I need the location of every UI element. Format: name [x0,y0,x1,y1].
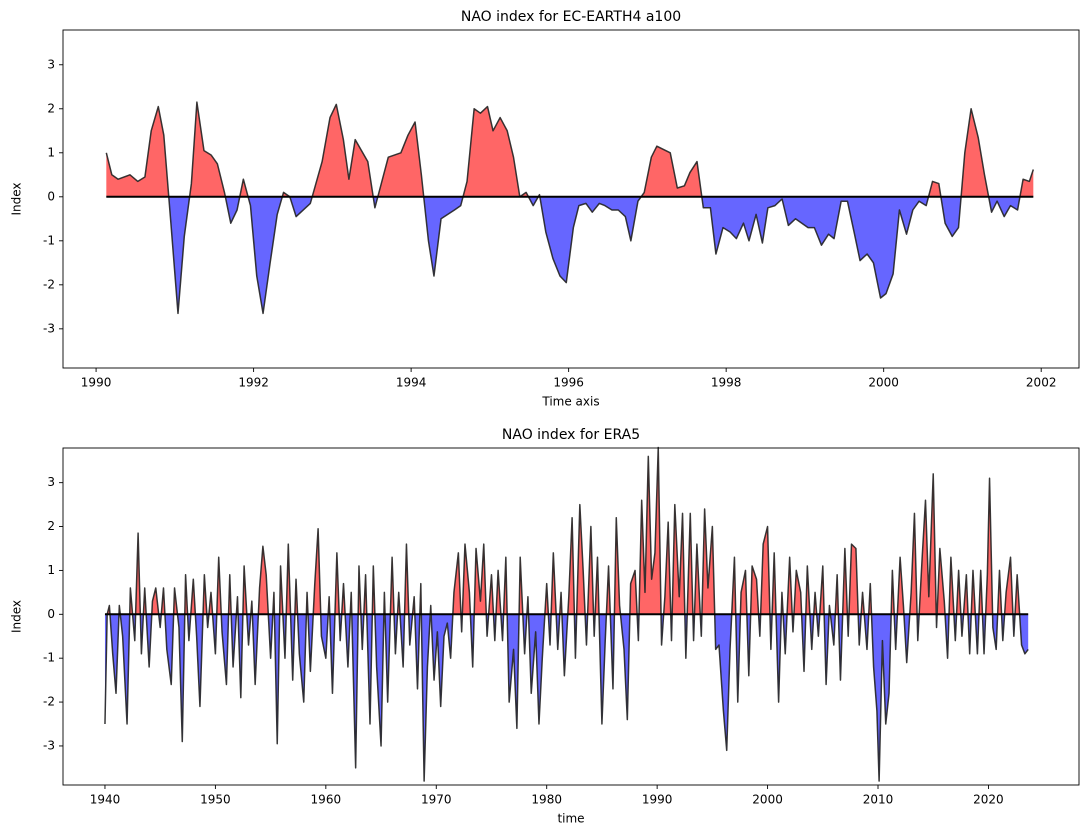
x-tick-label: 1998 [711,376,742,390]
y-tick-label: 1 [47,563,55,577]
y-tick-label: -3 [43,321,55,335]
x-tick-label: 1996 [553,376,584,390]
x-tick-label: 1980 [531,793,562,807]
plot-frame [62,29,1080,369]
x-tick-label: 2000 [868,376,899,390]
y-tick-label: 0 [47,607,55,621]
y-tick-label: 0 [47,189,55,203]
y-tick-label: 3 [47,475,55,489]
plot-frame [62,447,1080,786]
y-tick-label: 2 [47,519,55,533]
x-tick-label: 2020 [973,793,1004,807]
x-tick-label: 1960 [311,793,342,807]
index-line [105,101,1035,315]
x-axis-label: time [557,812,584,825]
chart-title: NAO index for ERA5 [502,427,640,443]
negative-area [104,614,1029,782]
y-tick-label: -2 [43,695,55,709]
x-tick-label: 1970 [421,793,452,807]
y-axis-label: Index [10,182,24,215]
x-tick-label: 2000 [752,793,783,807]
y-tick-label: -1 [43,651,55,665]
x-tick-label: 2010 [863,793,894,807]
y-tick-label: 1 [47,145,55,159]
y-tick-label: -3 [43,738,55,752]
x-tick-label: 2002 [1026,376,1057,390]
negative-area [168,196,1020,314]
index-line [104,446,1029,782]
x-tick-label: 1940 [90,793,121,807]
x-axis-label: Time axis [541,395,599,409]
y-tick-label: 2 [47,101,55,115]
x-tick-label: 1990 [81,376,112,390]
y-tick-label: -1 [43,233,55,247]
x-tick-label: 1950 [200,793,231,807]
y-tick-label: -2 [43,277,55,291]
x-tick-label: 1994 [396,376,427,390]
y-axis-label: Index [10,600,24,633]
x-tick-label: 1992 [238,376,269,390]
chart-title: NAO index for EC-EARTH4 a100 [461,9,681,25]
positive-area [107,448,1020,615]
positive-area [106,102,1034,197]
x-tick-label: 1990 [642,793,673,807]
y-tick-label: 3 [47,57,55,71]
